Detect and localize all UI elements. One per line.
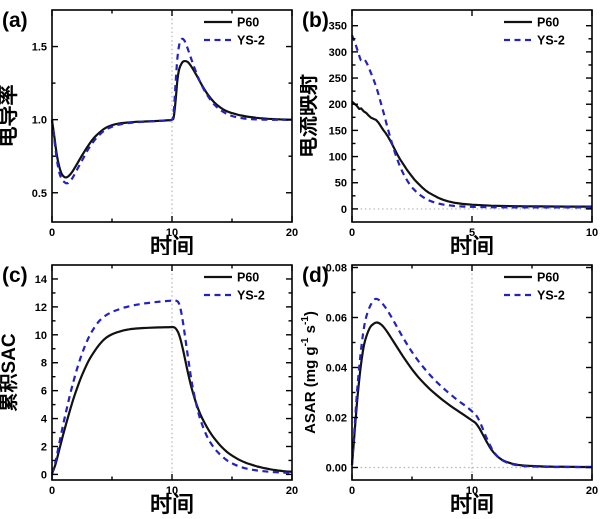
- legend-label-p60: P60: [537, 271, 559, 285]
- x-tick-label: 20: [586, 485, 598, 497]
- y-tick-label: 12: [35, 302, 47, 314]
- panel-a: 0 10 20 0.5 1.0 1.5 时间 电导率 P60 YS-2 (a): [0, 0, 300, 255]
- y-tick-label: 1.5: [32, 42, 47, 54]
- y-tick-label: 100: [329, 152, 347, 164]
- chart-b: 0 5 10050100150200250300350时间电流映射P60YS-2(b…: [300, 9, 598, 255]
- plot-a: 0 10 20 0.5 1.0 1.5 时间 电导率 P60 YS-2 (a): [0, 9, 298, 255]
- legend-label-p60: P60: [537, 16, 559, 30]
- x-tick-label: 0: [49, 485, 55, 497]
- x-tick-label: 20: [286, 227, 298, 239]
- panel-b: 0 5 10 0 50 100 150 200 250 300 350 时间 电流映射 P60 YS-2 (b…: [300, 0, 600, 255]
- y-tick-label: 300: [329, 47, 347, 59]
- legend-label-ys-2: YS-2: [537, 34, 565, 48]
- x-tick-label: 10: [466, 485, 478, 497]
- x-axis-label: 时间: [450, 492, 494, 517]
- series-line-ys-2: [350, 34, 592, 209]
- x-axis-label: 时间: [150, 492, 194, 517]
- chart-a: 0 10 20 0.5 1.0 1.5 时间 电导率 P60 YS-2 (a): [0, 9, 298, 255]
- series-line-ys-2: [50, 37, 292, 185]
- y-tick-label: 0.5: [32, 188, 47, 200]
- chart-c: 0 10 20 0 2 4 6 8 10 12 14 时间 累积SAC P60 YS-2 (c): [0, 264, 298, 517]
- y-tick-label: 4: [41, 414, 48, 426]
- y-tick-label: 2: [41, 441, 47, 453]
- plot-d: 0 10 20 0.00 0.02 0.04 0.06 0.08 时间 ASAR (mg g-1 …: [300, 263, 598, 518]
- series-line-ys-2: [50, 299, 293, 475]
- x-tick-label: 0: [349, 485, 355, 497]
- x-tick-label: 20: [286, 485, 298, 497]
- panel-label-d: (d): [302, 264, 329, 287]
- y-axis-label: 电导率: [0, 85, 20, 148]
- y-tick-label: 200: [329, 99, 347, 111]
- panel-d: 0 10 20 0.00 0.02 0.04 0.06 0.08 时间 ASAR (mg g-1 …: [300, 255, 600, 519]
- x-tick-label: 10: [166, 227, 178, 239]
- y-tick-label: 350: [329, 21, 347, 33]
- panel-c: 0 10 20 0 2 4 6 8 10 12 14 时间 累积SAC P60 YS-2 (c): [0, 255, 300, 519]
- x-tick-label: 5: [469, 227, 475, 239]
- series-line-p60: [351, 100, 592, 208]
- y-tick-label: 0: [41, 469, 47, 481]
- y-tick-label: 0.08: [326, 263, 347, 275]
- y-axis-label: 累积SAC: [0, 333, 20, 411]
- y-tick-label: 6: [41, 386, 47, 398]
- y-tick-label: 0.02: [326, 413, 347, 425]
- series-line-ys-2: [350, 297, 592, 469]
- y-axis-label: ASAR (mg g-1 s-1): [300, 311, 319, 434]
- y-tick-label: 1.0: [32, 115, 47, 127]
- y-axis-label: 电流映射: [300, 74, 320, 158]
- panel-label-a: (a): [2, 9, 28, 32]
- panel-label-b: (b): [302, 9, 329, 32]
- plot-b: 0 5 10050100150200250300350时间电流映射P60YS-2(b…: [300, 9, 598, 255]
- y-tick-label: 0.00: [326, 463, 347, 475]
- legend-label-p60: P60: [237, 16, 259, 30]
- series-line-p60: [50, 59, 293, 179]
- chart-d: 0 10 20 0.00 0.02 0.04 0.06 0.08 时间 ASAR (mg g-1 …: [300, 263, 598, 518]
- panel-label-c: (c): [2, 264, 28, 287]
- plot-c: 0 10 20 0 2 4 6 8 10 12 14 时间 累积SAC P60 YS-2 (c): [0, 264, 298, 517]
- legend-label-p60: P60: [237, 271, 259, 285]
- y-tick-label: 250: [329, 73, 347, 85]
- legend-label-ys-2: YS-2: [237, 34, 265, 48]
- y-tick-label: 0.04: [326, 363, 348, 375]
- legend-label-ys-2: YS-2: [237, 289, 265, 303]
- y-tick-label: 0.06: [326, 313, 347, 325]
- y-tick-label: 150: [329, 125, 347, 137]
- y-tick-label: 10: [35, 330, 47, 342]
- x-tick-label: 10: [166, 485, 178, 497]
- series-line-p60: [50, 326, 293, 475]
- x-axis-label: 时间: [450, 234, 494, 255]
- x-axis-label: 时间: [150, 234, 194, 255]
- x-tick-label: 10: [586, 227, 598, 239]
- y-tick-label: 14: [35, 274, 48, 286]
- y-tick-label: 8: [41, 358, 47, 370]
- y-tick-label: 50: [335, 178, 347, 190]
- y-tick-label: 0: [341, 204, 347, 216]
- x-tick-label: 0: [349, 227, 355, 239]
- legend-label-ys-2: YS-2: [537, 289, 565, 303]
- x-tick-label: 0: [49, 227, 55, 239]
